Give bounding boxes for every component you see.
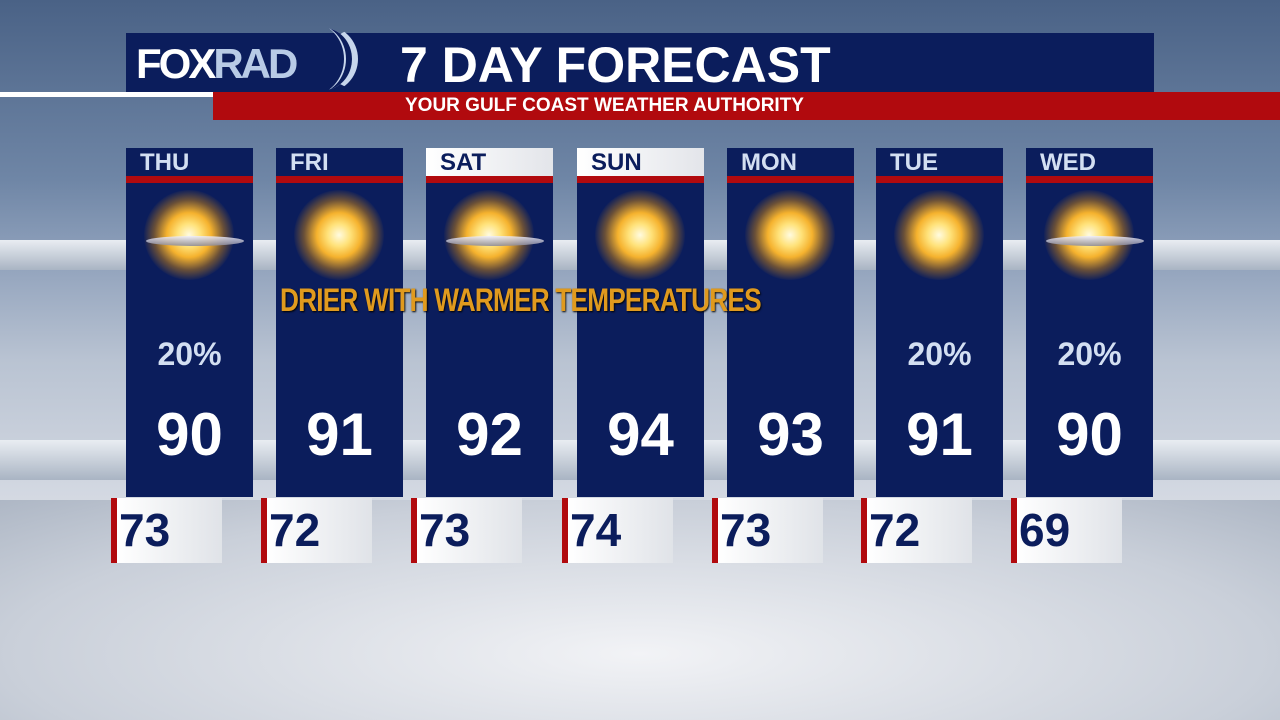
forecast-day-sun: SUN 94 (577, 148, 704, 497)
forecast-day-fri: FRI 91 (276, 148, 403, 497)
cloud-icon (1046, 236, 1144, 246)
mostly-sunny-icon (294, 190, 384, 280)
day-label: THU (126, 148, 253, 183)
low-temp-box: 72 (261, 498, 372, 563)
precip-chance: 20% (1057, 336, 1122, 372)
high-temp: 92 (456, 401, 523, 468)
low-temp: 73 (720, 504, 772, 556)
low-temp: 69 (1019, 504, 1071, 556)
low-temp: 72 (269, 504, 321, 556)
high-temp: 94 (607, 401, 674, 468)
sunny-icon (745, 190, 835, 280)
precip-chance: 20% (907, 336, 972, 372)
foxrad-logo: FOXRAD (136, 40, 298, 87)
low-temp-box: 73 (411, 498, 522, 563)
cloud-icon (146, 236, 244, 246)
page-subtitle: YOUR GULF COAST WEATHER AUTHORITY (405, 95, 804, 116)
low-temp: 74 (570, 504, 622, 556)
day-label: FRI (276, 148, 403, 183)
cloud-icon (446, 236, 544, 246)
forecast-day-wed: WED 20% 90 (1026, 148, 1153, 497)
mostly-sunny-icon (894, 190, 984, 280)
high-temp: 90 (156, 401, 223, 468)
day-label: MON (727, 148, 854, 183)
subtitle-bar (213, 92, 1280, 120)
high-temp: 93 (757, 401, 824, 468)
forecast-day-thu: THU 20% 90 (126, 148, 253, 497)
partly-sunny-icon (1044, 190, 1134, 280)
low-temp-box: 74 (562, 498, 673, 563)
low-temp-box: 72 (861, 498, 972, 563)
low-temp-box: 69 (1011, 498, 1122, 563)
high-temp: 91 (306, 401, 373, 468)
day-label: SUN (577, 148, 704, 183)
low-temp-box: 73 (111, 498, 222, 563)
page-title: 7 DAY FORECAST (400, 37, 831, 93)
low-temp-box: 73 (712, 498, 823, 563)
mostly-sunny-icon (595, 190, 685, 280)
day-label: WED (1026, 148, 1153, 183)
precip-chance: 20% (157, 336, 222, 372)
low-temp: 73 (119, 504, 171, 556)
low-temp: 72 (869, 504, 921, 556)
radar-waves-icon (290, 25, 358, 93)
partly-sunny-icon (144, 190, 234, 280)
low-temp: 73 (419, 504, 471, 556)
high-temp: 90 (1056, 401, 1123, 468)
partly-sunny-icon (444, 190, 534, 280)
forecast-day-sat: SAT 92 (426, 148, 553, 497)
divider (0, 92, 213, 97)
day-label: SAT (426, 148, 553, 183)
high-temp: 91 (906, 401, 973, 468)
forecast-day-mon: MON 93 (727, 148, 854, 497)
forecast-day-tue: TUE 20% 91 (876, 148, 1003, 497)
forecast-caption: DRIER WITH WARMER TEMPERATURES (280, 282, 762, 318)
day-label: TUE (876, 148, 1003, 183)
